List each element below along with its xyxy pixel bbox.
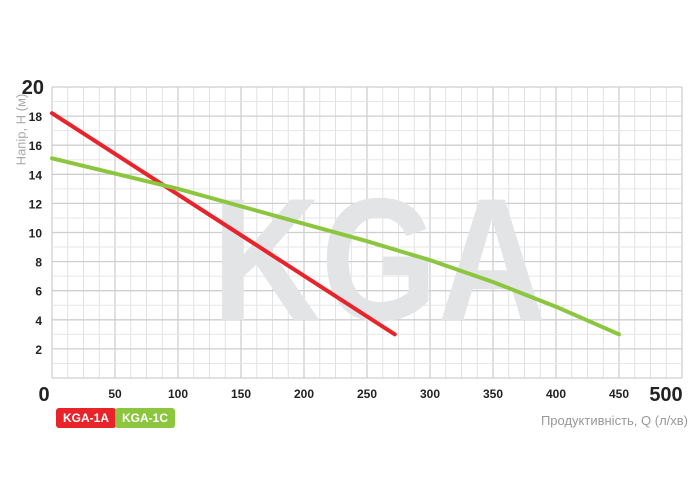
x-tick-label: 200 bbox=[294, 387, 314, 401]
x-tick-label: 350 bbox=[483, 387, 503, 401]
y-tick-label: 10 bbox=[29, 227, 43, 241]
x-axis-label: Продуктивність, Q (л/хв) bbox=[540, 413, 688, 428]
y-tick-label: 4 bbox=[35, 314, 42, 328]
y-tick-label: 8 bbox=[35, 256, 42, 270]
y-axis-label: Напір, H (м) bbox=[13, 93, 29, 166]
x-tick-label: 0 bbox=[38, 384, 49, 406]
x-tick-label: 250 bbox=[357, 387, 377, 401]
y-tick-label: 18 bbox=[29, 110, 43, 124]
y-tick-label: 6 bbox=[35, 285, 42, 299]
legend-kga-1a: KGA-1A bbox=[56, 408, 117, 428]
watermark-logo: KGA bbox=[212, 161, 546, 357]
y-tick-label: 2 bbox=[35, 343, 42, 357]
y-tick-label: 12 bbox=[29, 197, 43, 211]
x-tick-label: 100 bbox=[168, 387, 188, 401]
y-tick-label: 16 bbox=[29, 139, 43, 153]
y-tick-label: 14 bbox=[29, 168, 43, 182]
series-line-kga-1c bbox=[50, 156, 621, 337]
x-tick-label: 400 bbox=[546, 387, 566, 401]
x-tick-label: 50 bbox=[108, 387, 122, 401]
x-tick-label: 300 bbox=[420, 387, 440, 401]
x-tick-label: 500 bbox=[649, 384, 682, 406]
x-tick-label: 150 bbox=[231, 387, 251, 401]
series-line-kga-1a bbox=[50, 111, 397, 337]
x-tick-label: 450 bbox=[609, 387, 629, 401]
y-tick-label: 20 bbox=[22, 77, 44, 99]
legend-kga-1c: KGA-1C bbox=[115, 408, 176, 428]
